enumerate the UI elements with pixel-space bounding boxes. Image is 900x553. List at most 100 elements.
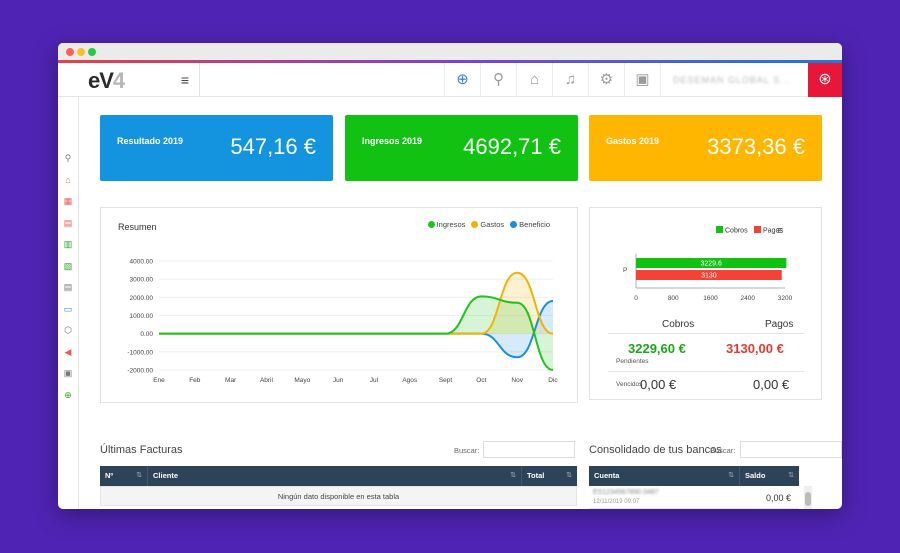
maximize-window-button[interactable] [88, 48, 96, 56]
add-icon[interactable]: ⊕ [444, 63, 480, 97]
briefcase-icon[interactable]: ▣ [624, 63, 660, 97]
app-window: eV4 ≡ ⊕ ⚲ ⌂ ♫ ⚙ ▣ DESEMAN GLOBAL S... ⊛ ⚲ ⌂ ▦ ▤ ▥… [58, 43, 842, 509]
sidebar-grid-icon[interactable]: ▦ [63, 196, 73, 206]
facturas-search-label: Buscar: [454, 446, 480, 455]
bar-label-pagos: 3130 [701, 273, 717, 280]
pagos-header: Pagos [765, 319, 794, 330]
chart-menu-icon[interactable]: ≡ [776, 225, 783, 237]
legend-item-ingresos[interactable]: Ingresos [427, 220, 466, 229]
sidebar-chart-icon[interactable]: ▥ [63, 239, 73, 249]
col-saldo[interactable]: Saldo ⇅ [745, 471, 794, 480]
bancos-search-input[interactable] [740, 441, 842, 458]
legend-label: Beneficio [519, 220, 550, 229]
table-row[interactable]: ES1234567890 0487 12/11/2019 09:07 0,00 … [589, 486, 799, 509]
bank-account: ES1234567890 0487 [593, 489, 659, 496]
bancos-table-header: Cuenta ⇅ Saldo ⇅ [589, 466, 799, 486]
kpi-card-gastos[interactable]: Gastos 2019 3373,36 € [589, 115, 822, 181]
sidebar-divider [78, 97, 79, 509]
scrollbar-thumb[interactable] [805, 492, 811, 506]
kpi-value: 3373,36 € [707, 134, 805, 159]
x-tick-label: Nov [511, 377, 523, 384]
x-tick-label: Abril [260, 377, 274, 384]
close-window-button[interactable] [66, 48, 74, 56]
sidebar-home-icon[interactable]: ⌂ [65, 174, 71, 185]
col-numero[interactable]: Nº ⇅ [100, 466, 148, 486]
sidebar-list-icon[interactable]: ▤ [63, 282, 73, 292]
y-tick-label: 1000.00 [130, 313, 154, 320]
menu-toggle-icon[interactable]: ≡ [180, 72, 190, 88]
y-tick-label: 3000.00 [130, 277, 154, 284]
sidebar-megaphone-icon[interactable]: ◀ [64, 346, 72, 357]
sidebar-excel-icon[interactable]: ▣ [63, 368, 73, 378]
kpi-card-ingresos[interactable]: Ingresos 2019 4692,71 € [345, 115, 578, 181]
x-tick-label: Agos [402, 377, 418, 384]
bar-pagos [636, 270, 782, 280]
col-total[interactable]: Total ⇅ [527, 471, 572, 480]
cobros-pendientes-value: 3229,60 € [628, 341, 686, 356]
x-tick-label: Mar [225, 377, 237, 384]
kpi-value: 547,16 € [230, 134, 316, 159]
bar-cobros [636, 258, 787, 268]
kpi-card-resultado[interactable]: Resultado 2019 547,16 € [100, 115, 333, 181]
x-tick-label: 0 [634, 295, 638, 302]
cobros-header: Cobros [662, 319, 695, 330]
col-cliente[interactable]: Cliente ⇅ [148, 466, 522, 486]
x-tick-label: 2400 [741, 295, 756, 302]
scrollbar[interactable] [804, 486, 812, 509]
sidebar-document-icon[interactable]: ▤ [63, 217, 73, 228]
resumen-chart: 4000.00 3000.00 2000.00 1000.00 0.00 -1000.00… [127, 259, 558, 385]
col-cuenta[interactable]: Cuenta ⇅ [589, 466, 740, 486]
support-button[interactable]: ⊛ [808, 63, 842, 97]
kpi-value: 4692,71 € [463, 134, 561, 159]
accent-bar [58, 60, 842, 63]
app-logo[interactable]: eV4 [88, 68, 125, 93]
facturas-title: Últimas Facturas [100, 444, 183, 456]
pagos-pendientes-value: 3130,00 € [726, 341, 784, 356]
x-tick-label: 1600 [703, 295, 718, 302]
legend-swatch [510, 221, 518, 228]
resumen-title: Resumen [118, 222, 157, 232]
pendientes-label: Pendientes [616, 358, 649, 365]
cobros-pagos-panel: Cobros Pagos 0 800 1600 2400 3200 P 3229.6 3130 ≡… [589, 207, 822, 400]
cobros-pagos-divider [608, 371, 804, 372]
bell-icon[interactable]: ♫ [552, 63, 588, 97]
sidebar-search-icon[interactable]: ⚲ [64, 153, 72, 163]
sidebar: ⚲ ⌂ ▦ ▤ ▥ ▧ ▤ ▭ ⬡ ◀ ▣ ⊕ [58, 148, 78, 406]
company-selector[interactable]: DESEMAN GLOBAL S... [660, 63, 808, 97]
legend-swatch [427, 221, 435, 228]
legend-item-gastos[interactable]: Gastos [471, 220, 504, 229]
sidebar-plus-circle-icon[interactable]: ⊕ [64, 389, 72, 400]
series-area-gastos [159, 272, 553, 334]
legend-label-pagos: Pagos [763, 228, 783, 235]
x-tick-label: Sept [439, 377, 453, 384]
resumen-legend: Ingresos Gastos Beneficio [427, 220, 550, 229]
search-icon[interactable]: ⚲ [480, 63, 516, 97]
y-tick-label: -2000.00 [127, 368, 153, 375]
sidebar-card-icon[interactable]: ▭ [63, 303, 73, 314]
x-tick-label: 800 [668, 295, 679, 302]
legend-label: Ingresos [436, 220, 466, 229]
legend-swatch [716, 226, 723, 233]
facturas-empty-row: Ningún dato disponible en esta tabla [100, 486, 577, 506]
sidebar-invoice-icon[interactable]: ▧ [63, 260, 73, 271]
x-tick-label: Ene [153, 377, 165, 384]
x-tick-label: Jul [370, 377, 379, 384]
legend-item-beneficio[interactable]: Beneficio [510, 220, 550, 229]
sidebar-box-icon[interactable]: ⬡ [64, 325, 72, 335]
gear-icon[interactable]: ⚙ [588, 63, 624, 97]
legend-label-cobros: Cobros [725, 228, 748, 235]
company-name: DESEMAN GLOBAL S... [673, 75, 791, 85]
facturas-search-input[interactable] [483, 441, 575, 458]
kpi-label: Resultado 2019 [117, 136, 184, 146]
legend-swatch [471, 221, 479, 228]
window-titlebar [58, 43, 842, 60]
home-icon[interactable]: ⌂ [516, 63, 552, 97]
y-category-label: P [623, 267, 627, 274]
cobros-pagos-header: Cobros Pagos [608, 316, 804, 334]
x-tick-label: Oct [476, 377, 486, 384]
x-tick-label: Feb [189, 377, 201, 384]
minimize-window-button[interactable] [77, 48, 85, 56]
pagos-vencidos-value: 0,00 € [753, 377, 790, 392]
top-navbar: eV4 ≡ ⊕ ⚲ ⌂ ♫ ⚙ ▣ DESEMAN GLOBAL S... ⊛ [58, 63, 842, 97]
x-tick-label: Jun [333, 377, 344, 384]
